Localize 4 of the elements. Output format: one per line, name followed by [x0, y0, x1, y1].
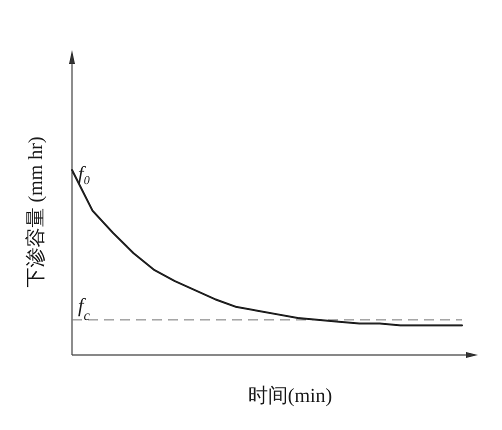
annotation: f₀ — [78, 163, 91, 185]
annotation: f$_{c}$ — [78, 294, 91, 324]
y-axis-title: 下渗容量 (mm hr) — [25, 136, 47, 288]
x-axis-title: 时间(min) — [248, 385, 332, 407]
